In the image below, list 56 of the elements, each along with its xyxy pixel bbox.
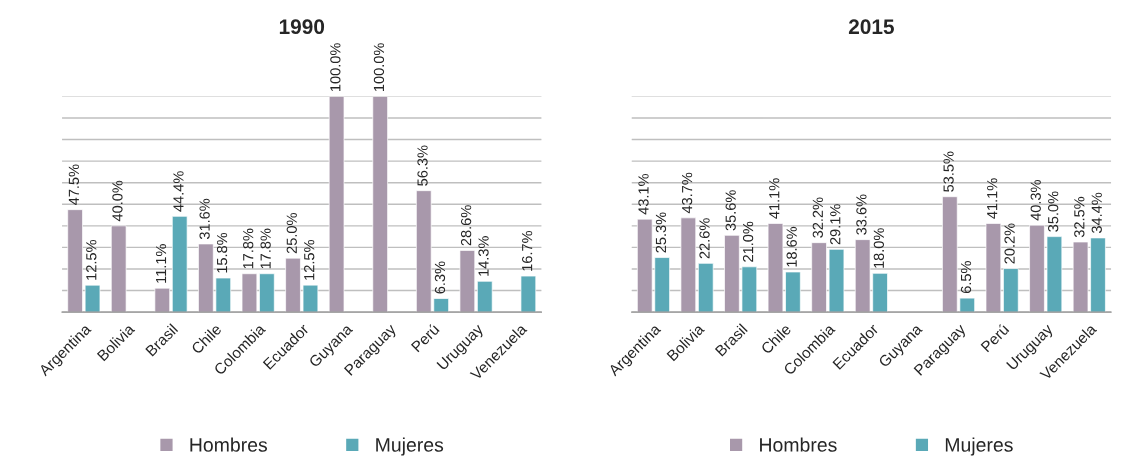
data-label: 33.6% <box>856 194 867 235</box>
data-label: 6.3% <box>434 261 446 294</box>
data-label: 18.6% <box>786 226 797 267</box>
legend-label: Mujeres <box>945 437 1013 456</box>
data-label: 16.7% <box>521 230 533 271</box>
data-label: 17.8% <box>260 228 271 269</box>
chart-title: 1990 <box>279 19 325 35</box>
data-label: 25.0% <box>286 213 297 254</box>
data-label: 12.5% <box>304 240 315 280</box>
data-label: 40.0% <box>112 180 123 222</box>
bar <box>154 287 171 313</box>
data-label: 32.5% <box>1074 196 1085 238</box>
data-label: 53.5% <box>943 151 954 192</box>
bar <box>520 275 537 313</box>
bar <box>171 215 188 313</box>
bar <box>680 217 697 313</box>
bar <box>477 280 493 313</box>
data-label: 29.1% <box>830 204 841 245</box>
data-label: 31.6% <box>199 198 210 240</box>
bar <box>459 250 476 313</box>
legend-label: Hombres <box>760 437 837 452</box>
legend-label: Mujeres <box>376 437 444 456</box>
data-label: 56.3% <box>417 145 428 186</box>
bar <box>698 263 714 313</box>
data-label: 22.6% <box>699 218 710 259</box>
data-label: 100.0% <box>330 43 341 91</box>
data-label: 6.5% <box>960 261 972 294</box>
data-label: 34.4% <box>1091 192 1102 234</box>
data-label: 35.0% <box>1048 191 1059 232</box>
bar <box>985 223 1002 313</box>
data-label: 47.5% <box>68 164 80 205</box>
data-label: 100.0% <box>373 43 385 91</box>
data-label: 12.5% <box>86 240 97 280</box>
data-label: 40.3% <box>1030 180 1041 221</box>
data-label: 44.4% <box>173 171 184 212</box>
data-label: 35.6% <box>725 190 736 231</box>
bar <box>1003 268 1019 313</box>
data-label: 18.0% <box>873 228 885 268</box>
bar <box>372 96 388 313</box>
data-label: 25.3% <box>655 212 667 253</box>
chart-title: 2015 <box>848 19 894 35</box>
data-label: 41.1% <box>769 178 780 219</box>
legend-label: Hombres <box>190 437 268 452</box>
bar <box>328 96 345 313</box>
data-label: 32.2% <box>812 197 823 238</box>
data-label: 41.1% <box>987 178 998 219</box>
data-label: 15.8% <box>216 232 228 273</box>
data-label: 28.6% <box>460 205 472 246</box>
data-label: 21.0% <box>742 221 754 262</box>
bar <box>110 225 127 313</box>
data-label: 20.2% <box>1004 223 1015 264</box>
data-label: 43.7% <box>681 172 693 214</box>
data-label: 14.3% <box>478 236 489 276</box>
data-label: 17.8% <box>243 228 254 269</box>
data-label: 43.1% <box>638 173 649 215</box>
data-label: 11.1% <box>155 244 167 283</box>
